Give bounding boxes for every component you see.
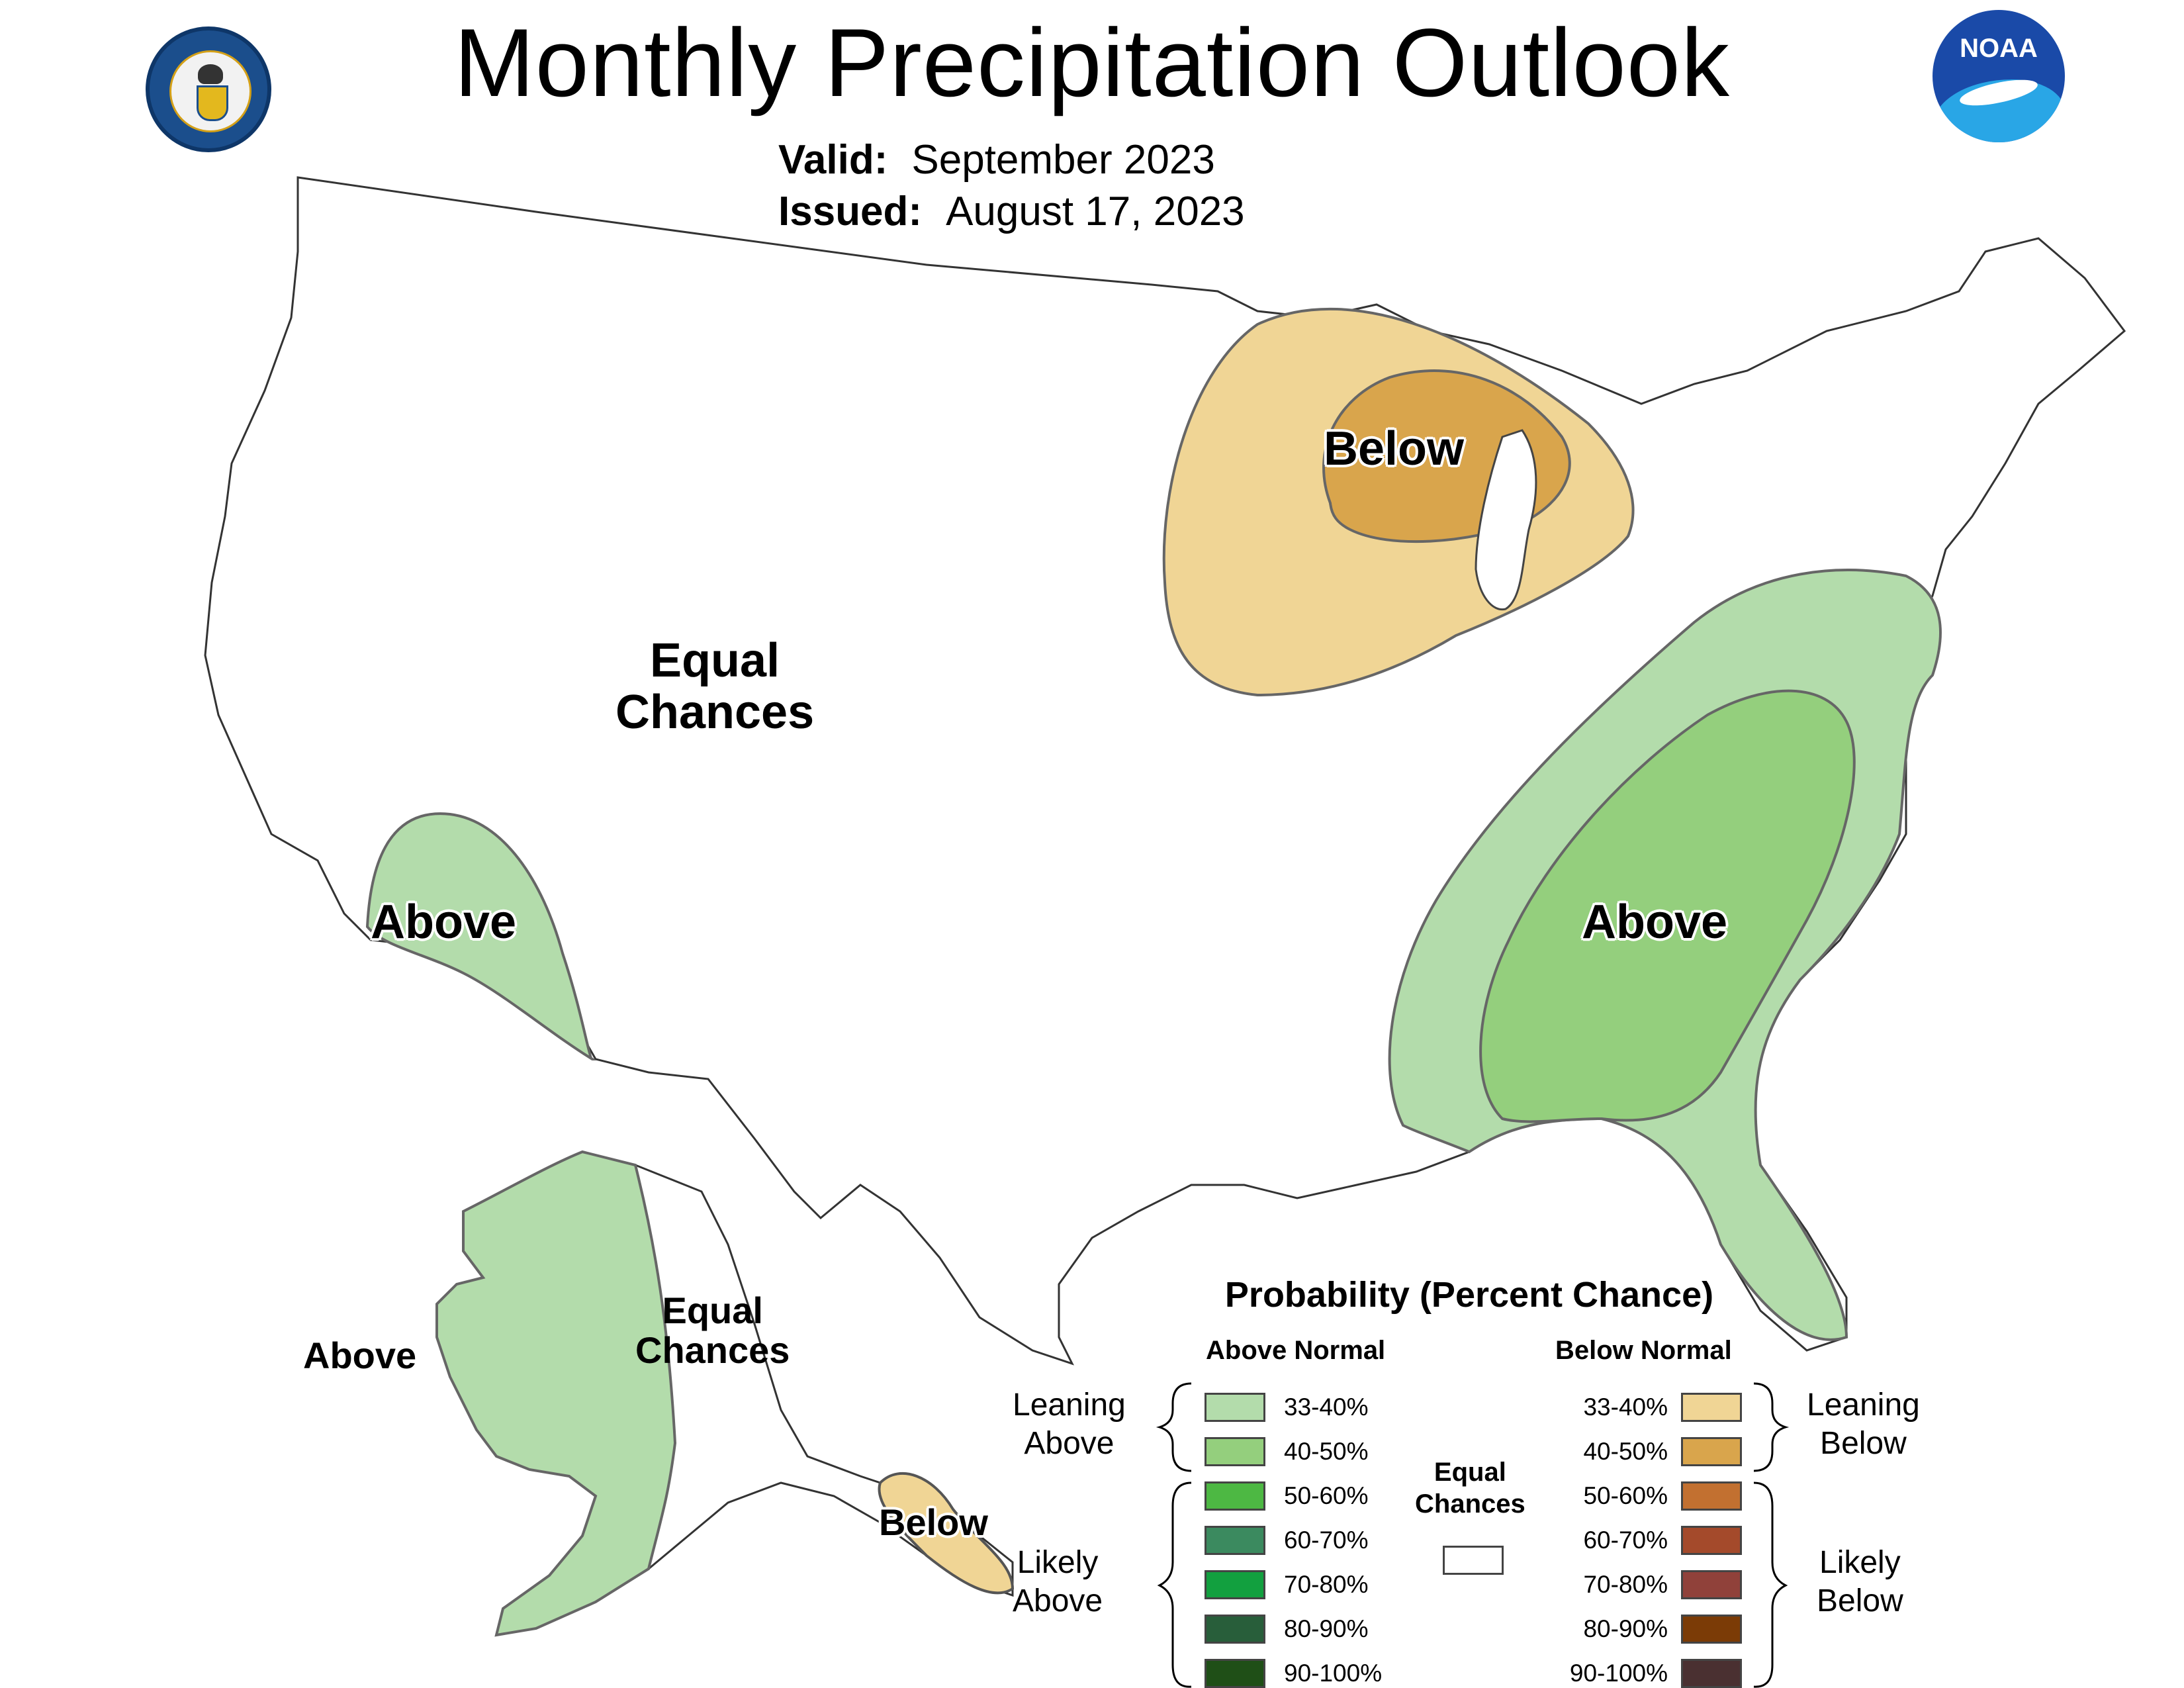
issued-value: August 17, 2023 (946, 189, 1245, 234)
legend-above-swatch-5 (1205, 1615, 1265, 1644)
legend-above-swatch-1 (1205, 1437, 1265, 1466)
legend-title: Probability (Percent Chance) (1224, 1275, 1714, 1315)
valid-value: September 2023 (911, 137, 1215, 183)
legend-below-swatch-5 (1681, 1615, 1742, 1644)
legend-above-swatch-3 (1205, 1526, 1265, 1555)
legend-equal-label: Equal Chances (1415, 1458, 1525, 1519)
alaska-below-area (878, 1472, 1015, 1595)
legend-below-label-4: 70-80% (1583, 1571, 1668, 1598)
legend-leaning-below: Leaning Below (1807, 1387, 1920, 1461)
page-title: Monthly Precipitation Outlook (454, 9, 1730, 117)
label-southeast-above: Above (1582, 896, 1728, 949)
issued-row: Issued: August 17, 2023 (778, 188, 1245, 236)
legend-below-label-2: 50-60% (1583, 1482, 1668, 1509)
label-southwest-above: Above (371, 896, 517, 949)
legend-above-label-1: 40-50% (1284, 1438, 1369, 1465)
commerce-seal-logo (146, 26, 271, 152)
label-alaska-below: Below (879, 1501, 988, 1543)
valid-row: Valid: September 2023 (778, 136, 1215, 184)
legend-likely-above: Likely Above (1013, 1545, 1103, 1618)
legend-above-swatch-0 (1205, 1393, 1265, 1422)
legend-leaning-above: Leaning Above (1013, 1387, 1126, 1461)
legend-below-label-6: 90-100% (1569, 1660, 1668, 1687)
legend-below-label-1: 40-50% (1583, 1438, 1668, 1465)
alaska-above-area (435, 1150, 677, 1637)
noaa-logo-text: NOAA (1960, 34, 2038, 63)
legend-above-swatch-4 (1205, 1570, 1265, 1599)
lake-michigan (1475, 429, 1537, 611)
legend-above-label-0: 33-40% (1284, 1393, 1369, 1421)
label-alaska-equal: Equal Chances (635, 1289, 790, 1372)
noaa-logo: NOAA (1933, 10, 2065, 142)
legend-below-swatch-1 (1681, 1437, 1742, 1466)
legend-above-label-4: 70-80% (1284, 1571, 1369, 1598)
legend-below-swatch-2 (1681, 1481, 1742, 1511)
legend-below-label-0: 33-40% (1583, 1393, 1668, 1421)
legend-below-swatch-0 (1681, 1393, 1742, 1422)
legend-above-label-5: 80-90% (1284, 1615, 1369, 1642)
legend-equal-swatch (1443, 1546, 1504, 1575)
legend-above-label-2: 50-60% (1284, 1482, 1369, 1509)
legend-below-label-3: 60-70% (1583, 1526, 1668, 1554)
legend-below-label-5: 80-90% (1583, 1615, 1668, 1642)
label-west-equal: Equal Chances (615, 634, 815, 739)
legend-above-swatch-2 (1205, 1481, 1265, 1511)
legend-below-header: Below Normal (1555, 1336, 1732, 1365)
legend-below-swatch-6 (1681, 1659, 1742, 1688)
southeast-above-core (1479, 689, 1856, 1123)
southwest-above-area (365, 812, 598, 1061)
valid-label: Valid: (778, 137, 888, 183)
legend-above-swatch-6 (1205, 1659, 1265, 1688)
label-great-lakes-below: Below (1324, 422, 1465, 475)
legend-below-swatch-3 (1681, 1526, 1742, 1555)
legend-above-label-6: 90-100% (1284, 1660, 1383, 1687)
legend-likely-below: Likely Below (1817, 1545, 1903, 1618)
label-alaska-above: Above (303, 1335, 417, 1376)
legend-above-header: Above Normal (1206, 1336, 1386, 1365)
issued-label: Issued: (778, 189, 923, 234)
legend-above-label-3: 60-70% (1284, 1526, 1369, 1554)
legend-below-swatch-4 (1681, 1570, 1742, 1599)
